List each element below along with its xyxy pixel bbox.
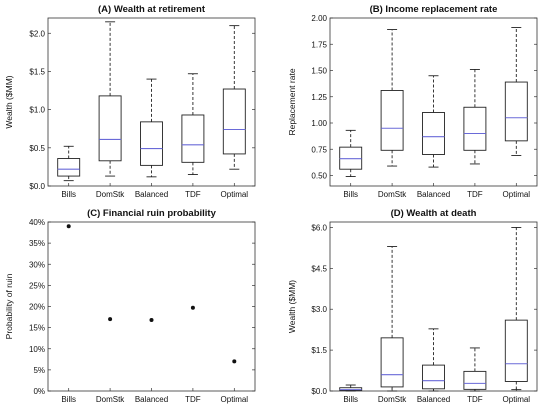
panel-title: (C) Financial ruin probability: [87, 208, 217, 219]
x-tick-label: Bills: [343, 190, 358, 199]
x-tick-label: DomStk: [378, 395, 407, 404]
y-tick-label: $6.0: [311, 223, 327, 232]
box-bills: [339, 129, 363, 178]
plot-frame: [47, 221, 256, 392]
point-optimal: [232, 359, 237, 364]
y-tick-label: 0.75: [311, 145, 327, 154]
box-iqr: [380, 337, 404, 388]
y-tick-label: 30%: [29, 260, 45, 269]
box-iqr: [57, 158, 81, 177]
box-optimal: [504, 27, 528, 157]
panel-title: (A) Wealth at retirement: [98, 4, 206, 15]
box-balanced: [140, 78, 163, 178]
panel-a: (A) Wealth at retirement $0.0 $0.5 $1.0 $1.5…: [4, 4, 256, 199]
point-bills: [66, 224, 71, 229]
y-tick-label: $4.5: [311, 264, 327, 273]
x-tick-label: Optimal: [503, 395, 531, 404]
y-tick-label: $1.5: [311, 346, 327, 355]
box-optimal: [504, 227, 528, 391]
x-tick-label: Balanced: [135, 190, 168, 199]
box-tdf: [181, 73, 205, 175]
box-iqr: [181, 114, 205, 163]
box-bills: [57, 145, 81, 182]
y-tick-label: 5%: [33, 366, 45, 375]
y-tick-label: 35%: [29, 239, 45, 248]
box-iqr: [140, 121, 163, 166]
box-iqr: [463, 106, 487, 151]
y-tick-label: 2.00: [311, 14, 327, 23]
box-tdf: [463, 347, 487, 392]
x-tick-label: TDF: [185, 190, 201, 199]
box-balanced: [422, 328, 445, 392]
x-tick-label: Optimal: [503, 190, 531, 199]
box-optimal: [222, 25, 246, 170]
y-tick-label: $1.0: [29, 106, 45, 115]
y-tick-label: 1.25: [311, 93, 327, 102]
box-iqr: [422, 112, 445, 155]
point-balanced: [149, 318, 154, 323]
y-axis-label: Wealth ($MM): [4, 75, 14, 128]
box-iqr: [222, 88, 246, 155]
box-domstk: [98, 21, 122, 177]
x-tick-label: Optimal: [221, 395, 249, 404]
x-tick-label: DomStk: [378, 190, 407, 199]
box-iqr: [504, 319, 528, 382]
box-bills: [339, 384, 363, 392]
box-domstk: [380, 246, 404, 392]
box-iqr: [463, 370, 487, 390]
y-tick-label: $0.0: [29, 182, 45, 191]
x-tick-label: Bills: [61, 395, 76, 404]
y-tick-label: $0.0: [311, 387, 327, 396]
y-tick-label: 1.75: [311, 40, 327, 49]
point-domstk: [108, 317, 113, 322]
box-iqr: [422, 364, 445, 390]
y-tick-label: $2.0: [29, 29, 45, 38]
y-axis-label: Probability of ruin: [4, 273, 14, 339]
y-tick-label: $3.0: [311, 305, 327, 314]
y-tick-label: 25%: [29, 281, 45, 290]
y-tick-label: 0%: [33, 387, 45, 396]
box-iqr: [98, 95, 122, 162]
panel-title: (B) Income replacement rate: [370, 4, 498, 15]
panel-title: (D) Wealth at death: [391, 208, 477, 219]
x-tick-label: Optimal: [221, 190, 249, 199]
x-tick-label: Bills: [343, 395, 358, 404]
y-tick-label: 10%: [29, 345, 45, 354]
y-tick-label: 15%: [29, 324, 45, 333]
y-tick-label: $1.5: [29, 67, 45, 76]
box-iqr: [504, 81, 528, 142]
y-tick-label: 20%: [29, 303, 45, 312]
box-domstk: [380, 29, 404, 167]
y-axis-label: Wealth ($MM): [287, 280, 297, 333]
panel-d: (D) Wealth at death $0.0 $1.5 $3.0 $4.5 $6.0 W…: [287, 208, 538, 404]
x-tick-label: Bills: [61, 190, 76, 199]
y-tick-label: 0.50: [311, 172, 327, 181]
y-tick-label: 40%: [29, 218, 45, 227]
y-tick-label: $0.5: [29, 144, 45, 153]
y-tick-label: 1.00: [311, 119, 327, 128]
y-tick-label: 1.50: [311, 67, 327, 76]
box-iqr: [380, 89, 404, 151]
x-tick-label: TDF: [467, 395, 483, 404]
x-tick-label: Balanced: [417, 190, 450, 199]
box-tdf: [463, 68, 487, 165]
box-balanced: [422, 75, 445, 168]
panel-b: (B) Income replacement rate 0.50 0.75 1.00 1…: [287, 4, 538, 199]
x-tick-label: TDF: [185, 395, 201, 404]
x-tick-label: DomStk: [96, 190, 125, 199]
x-tick-label: Balanced: [417, 395, 450, 404]
point-tdf: [190, 305, 195, 310]
x-tick-label: DomStk: [96, 395, 125, 404]
x-tick-label: TDF: [467, 190, 483, 199]
panel-c: (C) Financial ruin probability 0% 5% 10% 15%…: [4, 208, 256, 404]
y-axis-label: Replacement rate: [287, 68, 297, 135]
x-tick-label: Balanced: [135, 395, 168, 404]
